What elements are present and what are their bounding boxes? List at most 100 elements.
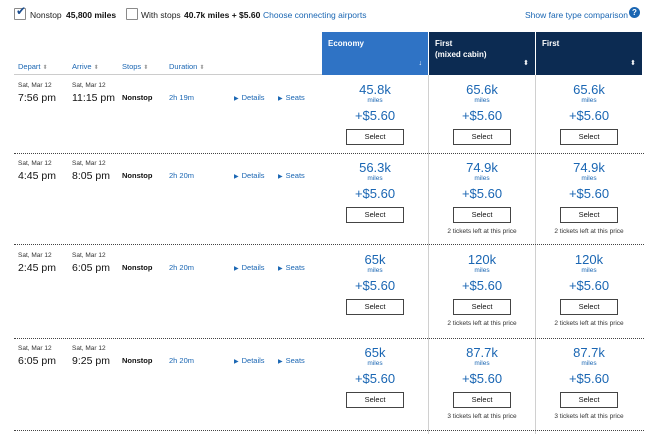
nonstop-checkbox[interactable]: ✔ (14, 4, 27, 20)
tickets-left-note: 2 tickets left at this price (554, 320, 624, 327)
stops-value: Nonstop (122, 93, 153, 102)
seats-label: Seats (285, 171, 305, 180)
fare-tax: +$5.60 (568, 186, 610, 201)
details-link[interactable]: ▶ Details (234, 93, 265, 102)
filter-bar: ✔ Nonstop 45,800 miles With stops 40.7k … (0, 0, 658, 30)
sort-depart[interactable]: Depart ⬍ (18, 62, 48, 71)
miles-unit: miles (581, 267, 597, 274)
sort-icon: ⬍ (523, 60, 529, 67)
seats-link[interactable]: ▶ Seats (278, 356, 305, 365)
miles-unit: miles (367, 175, 383, 182)
tickets-left-note: 3 tickets left at this price (554, 413, 624, 420)
fare-miles: 120k (574, 252, 604, 267)
fare-cell-first: 65.6k miles +$5.60 Select (536, 83, 642, 145)
fare-miles: 65k (364, 252, 386, 267)
column-divider (428, 75, 429, 434)
fare-tax: +$5.60 (568, 108, 610, 123)
arrive-date: Sat, Mar 12 (72, 82, 106, 89)
fare-tax: +$5.60 (461, 278, 503, 293)
triangle-right-icon: ▶ (234, 174, 239, 180)
sort-arrive[interactable]: Arrive ⬍ (72, 62, 99, 71)
select-button[interactable]: Select (560, 129, 618, 145)
fare-miles: 65.6k (573, 82, 605, 97)
fare-cell-economy: 45.8k miles +$5.60 Select (322, 83, 428, 145)
select-button[interactable]: Select (453, 299, 511, 315)
fare-header-economy[interactable]: Economy ↓ (322, 32, 428, 75)
with-stops-label[interactable]: With stops (141, 10, 181, 20)
fare-tax: +$5.60 (354, 186, 396, 201)
with-stops-checkbox[interactable] (126, 8, 138, 20)
select-button[interactable]: Select (346, 207, 404, 223)
fare-miles: 74.9k (573, 160, 605, 175)
fare-header-title: Economy (328, 39, 365, 48)
duration-value: 2h 20m (169, 356, 195, 365)
fare-miles: 74.9k (466, 160, 498, 175)
fare-tax: +$5.60 (461, 108, 503, 123)
miles-unit: miles (581, 97, 597, 104)
fare-tax: +$5.60 (354, 371, 396, 386)
row-divider (14, 338, 644, 339)
fare-cell-economy: 65k miles +$5.60 Select (322, 346, 428, 408)
details-link[interactable]: ▶ Details (234, 171, 265, 180)
duration-header-label: Duration (169, 62, 198, 71)
select-button[interactable]: Select (453, 392, 511, 408)
fare-miles: 87.7k (573, 345, 605, 360)
arrive-time: 8:05 pm (72, 170, 110, 182)
details-label: Details (241, 356, 265, 365)
nonstop-label[interactable]: Nonstop (30, 10, 62, 20)
connecting-airports-link[interactable]: Choose connecting airports (263, 10, 367, 20)
details-link[interactable]: ▶ Details (234, 356, 265, 365)
arrive-date: Sat, Mar 12 (72, 252, 106, 259)
miles-unit: miles (474, 267, 490, 274)
fare-header-subtitle: (mixed cabin) (435, 50, 487, 59)
depart-date: Sat, Mar 12 (18, 345, 52, 352)
fare-cell-first-mixed: 87.7k miles +$5.60 Select 3 tickets left… (429, 346, 535, 421)
fare-header-first[interactable]: First ⬍ (536, 32, 642, 75)
arrive-time: 6:05 pm (72, 262, 110, 274)
details-label: Details (241, 263, 265, 272)
duration-value: 2h 20m (169, 171, 195, 180)
seats-link[interactable]: ▶ Seats (278, 171, 305, 180)
select-button[interactable]: Select (346, 392, 404, 408)
stops-value: Nonstop (122, 356, 153, 365)
select-button[interactable]: Select (453, 207, 511, 223)
seats-link[interactable]: ▶ Seats (278, 93, 305, 102)
select-button[interactable]: Select (453, 129, 511, 145)
fare-miles: 87.7k (466, 345, 498, 360)
depart-time: 4:45 pm (18, 170, 56, 182)
triangle-right-icon: ▶ (234, 359, 239, 365)
triangle-right-icon: ▶ (278, 359, 283, 365)
sort-stops[interactable]: Stops ⬍ (122, 62, 148, 71)
checkmark-icon: ✔ (16, 4, 27, 18)
fare-cell-first: 87.7k miles +$5.60 Select 3 tickets left… (536, 346, 642, 421)
select-button[interactable]: Select (346, 299, 404, 315)
seats-label: Seats (285, 356, 305, 365)
fare-comparison-link[interactable]: Show fare type comparison (525, 10, 628, 20)
sort-icon: ⬍ (143, 65, 149, 71)
miles-unit: miles (474, 360, 490, 367)
row-divider (14, 153, 644, 154)
duration-value: 2h 19m (169, 93, 195, 102)
depart-time: 6:05 pm (18, 355, 56, 367)
fare-tax: +$5.60 (461, 371, 503, 386)
sort-duration[interactable]: Duration ⬍ (169, 62, 204, 71)
fare-miles: 45.8k (359, 82, 391, 97)
seats-link[interactable]: ▶ Seats (278, 263, 305, 272)
fare-miles: 120k (467, 252, 497, 267)
triangle-right-icon: ▶ (278, 266, 283, 272)
triangle-right-icon: ▶ (278, 174, 283, 180)
arrive-date: Sat, Mar 12 (72, 160, 106, 167)
depart-time: 7:56 pm (18, 92, 56, 104)
select-button[interactable]: Select (560, 299, 618, 315)
fare-header-first-mixed[interactable]: First (mixed cabin) ⬍ (429, 32, 535, 75)
arrive-time: 11:15 pm (72, 92, 115, 104)
select-button[interactable]: Select (346, 129, 404, 145)
arrive-time: 9:25 pm (72, 355, 110, 367)
sort-icon: ⬍ (42, 65, 48, 71)
fare-tax: +$5.60 (568, 278, 610, 293)
with-stops-price: 40.7k miles + $5.60 (184, 10, 261, 20)
select-button[interactable]: Select (560, 392, 618, 408)
details-link[interactable]: ▶ Details (234, 263, 265, 272)
select-button[interactable]: Select (560, 207, 618, 223)
help-icon[interactable]: ? (629, 7, 640, 18)
